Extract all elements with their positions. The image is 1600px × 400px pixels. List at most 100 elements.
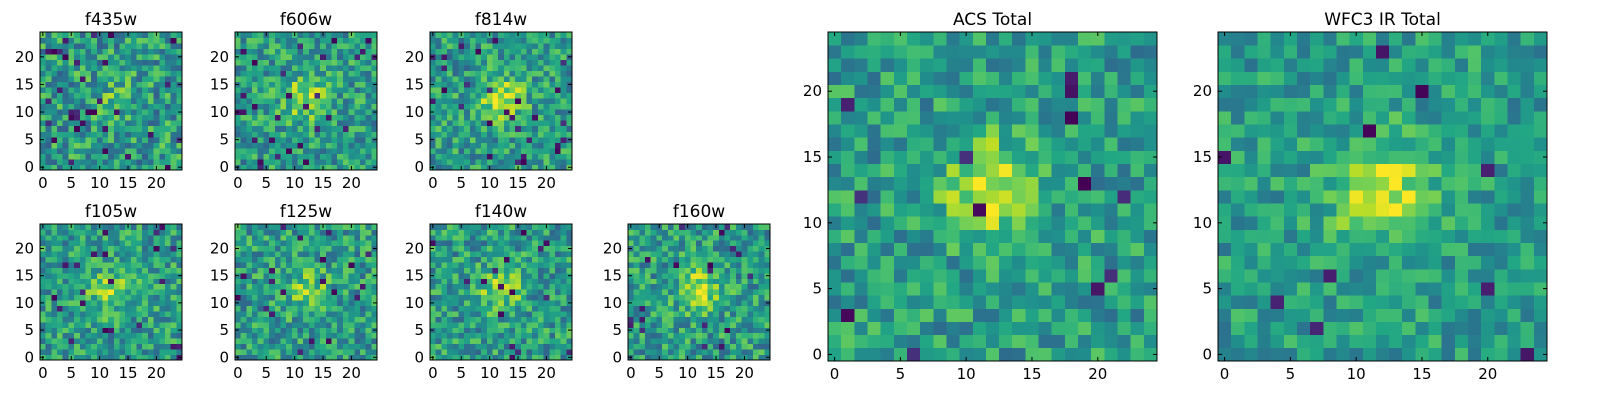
x-tick-label: 10 [285,364,304,382]
heatmap-cell [741,316,748,323]
heatmap-cell [176,48,183,55]
heatmap-cell [1012,295,1026,309]
heatmap-cell [257,147,264,154]
heatmap-cell [560,136,567,143]
heatmap-cell [170,262,177,268]
heatmap-cell [498,278,505,285]
x-tick-label: 15 [508,174,527,192]
heatmap-cell [1025,242,1039,257]
heatmap-cell [469,59,476,66]
heatmap-cell [724,354,731,361]
heatmap-cell [235,294,242,301]
heatmap-cell [119,240,126,247]
heatmap-cell [40,262,47,268]
heatmap-cell [297,272,304,279]
heatmap-cell [537,164,544,171]
heatmap-cell [331,131,338,138]
heatmap-cell [503,48,510,55]
heatmap-cell [633,343,640,350]
heatmap-cell [656,327,663,334]
heatmap-cell [252,147,259,154]
heatmap-cell [481,43,488,49]
heatmap-cell [673,267,680,274]
heatmap-cell [130,283,137,290]
x-tick-label: 0 [428,174,438,192]
heatmap-cell [526,81,533,88]
heatmap-cell [464,32,471,38]
heatmap-cell [639,327,646,334]
heatmap-cell [365,332,372,339]
heatmap-cell [1078,308,1092,322]
heatmap-cell [102,349,109,355]
heatmap-cell [342,349,349,355]
heatmap-cell [452,305,459,312]
heatmap-cell [314,120,321,127]
heatmap-cell [354,37,361,44]
heatmap-cell [119,142,126,149]
heatmap-cell [464,224,471,230]
heatmap-cell [933,255,947,270]
heatmap-cell [45,48,52,55]
heatmap-cell [79,267,86,274]
heatmap-cell [560,147,567,154]
heatmap-cell [1091,203,1105,217]
heatmap-cell [532,316,539,323]
heatmap-cell [342,245,349,252]
heatmap-cell [303,289,310,296]
heatmap-cell [662,300,669,306]
heatmap-cell [920,242,934,257]
heatmap-cell [464,294,471,301]
heatmap-cell [503,300,510,306]
heatmap-cell [240,76,247,83]
heatmap-cell [503,234,510,241]
heatmap-cell [537,278,544,285]
heatmap-cell [113,349,120,355]
heatmap-cell [509,136,516,143]
heatmap-cell [741,283,748,290]
heatmap-cell [235,289,242,296]
heatmap-cell [730,267,737,274]
heatmap-cell [359,321,367,328]
heatmap-cell [136,272,143,279]
heatmap-cell [147,164,154,171]
heatmap-cell [532,32,539,38]
heatmap-cell [724,289,731,296]
heatmap-cell [303,300,310,306]
heatmap-cell [435,158,442,165]
heatmap-cell [1051,242,1066,257]
heatmap-cell [475,245,482,252]
heatmap-cell [481,354,488,361]
heatmap-cell [747,349,754,355]
heatmap-cell [690,262,697,268]
heatmap-cell [696,321,703,328]
heatmap-cell [1091,295,1105,309]
heatmap-cell [662,349,669,355]
heatmap-cell [51,109,58,116]
heatmap-cell [308,245,315,252]
heatmap-cell [164,240,172,247]
heatmap-cell [257,305,264,312]
heatmap-cell [498,240,505,247]
heatmap-cell [240,349,247,355]
heatmap-cell [639,234,646,241]
heatmap-cell [486,229,493,236]
heatmap-cell [735,343,742,350]
heatmap-cell [314,294,321,301]
heatmap-cell [650,224,657,230]
heatmap-cell [520,131,527,138]
heatmap-cell [51,234,58,241]
heatmap-cell [297,294,304,301]
heatmap-cell [257,349,264,355]
heatmap-cell [125,103,132,110]
heatmap-cell [880,295,895,309]
heatmap-cell [325,92,332,99]
heatmap-cell [566,229,573,236]
heatmap-cell [554,125,562,132]
heatmap-cell [684,343,691,350]
heatmap-cell [240,54,247,60]
heatmap-cell [1104,229,1118,243]
heatmap-cell [650,289,657,296]
heatmap-cell [906,347,921,362]
heatmap-cell [74,125,81,132]
heatmap-cell [650,343,657,350]
